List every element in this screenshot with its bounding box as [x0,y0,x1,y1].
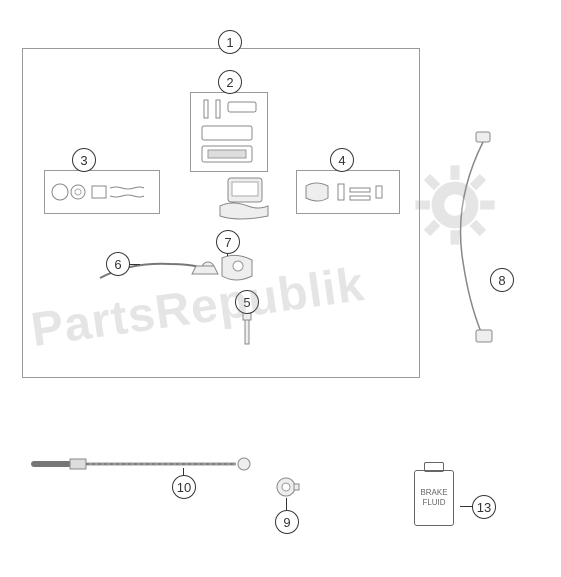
callout-10-label: 10 [177,480,191,495]
brake-fluid-label-2: FLUID [422,498,445,508]
part-3-sketch [48,176,156,208]
callout-1[interactable]: 1 [218,30,242,54]
callout-10[interactable]: 10 [172,475,196,499]
callout-2-label: 2 [226,75,233,90]
callout-8[interactable]: 8 [490,268,514,292]
callout-8-label: 8 [498,273,505,288]
callout-4-label: 4 [338,153,345,168]
callout-3-label: 3 [80,153,87,168]
watermark-gear-icon [410,160,500,250]
brake-hose-sketch [30,450,260,480]
banjo-bolt-sketch [274,475,300,499]
callout-7[interactable]: 7 [216,230,240,254]
callout-13-label: 13 [477,500,491,515]
master-cylinder-sketch [210,176,280,224]
part-2-sketch [194,96,264,168]
part-4-sketch [300,176,396,208]
callout-5[interactable]: 5 [235,290,259,314]
callout-6-label: 6 [114,257,121,272]
brake-fluid-label-1: BRAKE [420,488,447,498]
callout-5-label: 5 [243,295,250,310]
callout-1-label: 1 [226,35,233,50]
callout-6[interactable]: 6 [106,252,130,276]
callout-9[interactable]: 9 [275,510,299,534]
bolt-5-sketch [238,310,256,350]
callout-4[interactable]: 4 [330,148,354,172]
brake-fluid-bottle: BRAKE FLUID [414,470,454,526]
callout-2[interactable]: 2 [218,70,242,94]
clamp-7-sketch [216,252,262,286]
callout-9-label: 9 [283,515,290,530]
callout-13[interactable]: 13 [472,495,496,519]
callout-3[interactable]: 3 [72,148,96,172]
callout-7-label: 7 [224,235,231,250]
